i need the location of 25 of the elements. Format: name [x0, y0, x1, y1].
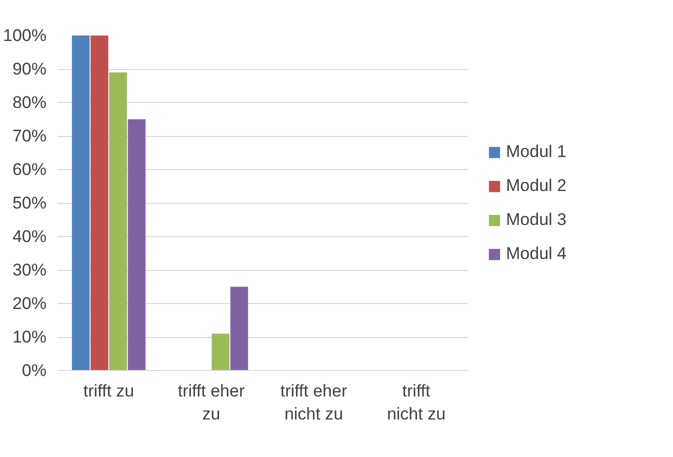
x-tick-label: trifft eher nicht zu [280, 382, 348, 424]
y-tick-label: 60% [12, 160, 47, 179]
legend-label: Modul 3 [506, 210, 566, 230]
y-tick-label: 20% [12, 294, 47, 313]
bar [72, 36, 90, 370]
bar [230, 286, 248, 370]
legend-label: Modul 4 [506, 244, 566, 264]
legend-label: Modul 2 [506, 176, 566, 196]
bar [128, 119, 146, 370]
y-tick-label: 90% [12, 60, 47, 78]
y-tick-label: 10% [12, 328, 47, 346]
x-tick-label: trifft nicht zu [386, 382, 446, 424]
legend-label: Modul 1 [506, 142, 566, 162]
y-tick-label: 80% [12, 93, 47, 112]
y-tick-label: 30% [12, 260, 47, 280]
y-tick-label: 70% [12, 126, 47, 146]
y-tick-label: 50% [12, 194, 47, 212]
bar [109, 72, 127, 370]
bar [212, 334, 230, 370]
y-tick-label: 100% [3, 26, 47, 45]
y-tick-label: 0% [22, 361, 47, 380]
bar [90, 36, 108, 370]
x-tick-label: trifft eher zu [178, 382, 245, 424]
x-tick-label: trifft zu [83, 382, 134, 400]
y-tick-label: 40% [12, 227, 47, 246]
